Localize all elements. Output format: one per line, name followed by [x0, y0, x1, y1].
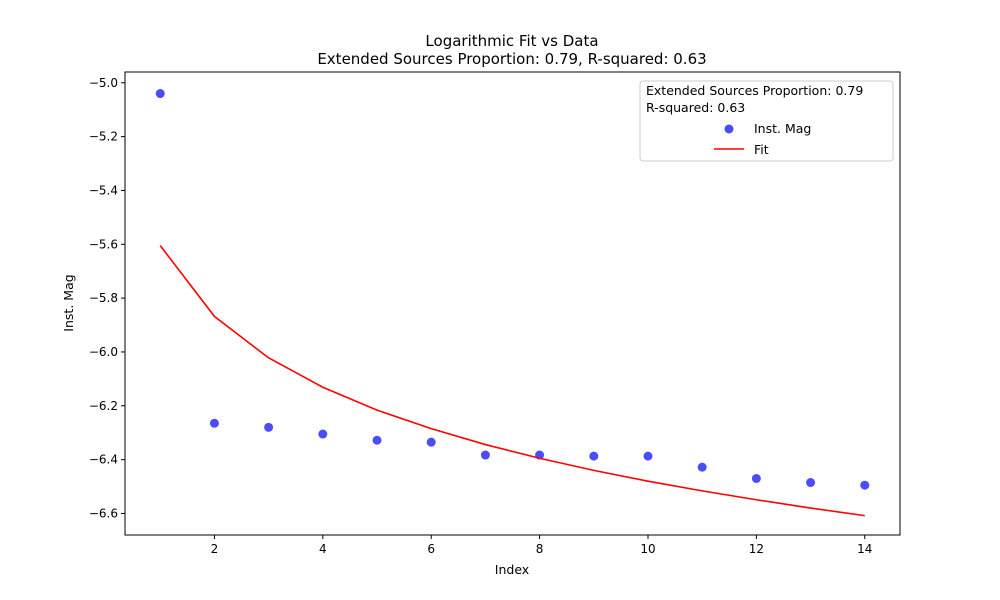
y-tick-label: −6.4 — [89, 453, 118, 467]
x-tick-label: 12 — [749, 542, 764, 556]
data-point — [589, 451, 599, 461]
legend-marker-inst-mag — [724, 124, 734, 134]
data-point — [860, 480, 870, 490]
data-point — [806, 478, 816, 488]
legend: Extended Sources Proportion: 0.79 R-squa… — [639, 80, 894, 162]
x-tick-label: 2 — [211, 542, 219, 556]
plot-area: 2 4 6 8 10 12 14 −5.0 −5.2 −5.4 −5.6 −5.8 −6.0 −6.2 −6… — [89, 76, 873, 556]
data-point — [209, 418, 219, 428]
x-tick-label: 14 — [857, 542, 872, 556]
data-point — [318, 429, 328, 439]
data-point — [697, 462, 707, 472]
y-axis-label: Inst. Mag — [61, 274, 76, 331]
plot-frame — [124, 71, 901, 536]
legend-label-fit: Fit — [754, 142, 769, 157]
y-tick-label: −5.4 — [89, 183, 118, 197]
data-point — [643, 451, 653, 461]
x-tick-label: 10 — [640, 542, 655, 556]
legend-header-line-1: Extended Sources Proportion: 0.79 — [646, 83, 863, 98]
data-point — [155, 89, 165, 99]
x-tick-label: 4 — [319, 542, 327, 556]
legend-box — [639, 80, 894, 162]
chart-title: Logarithmic Fit vs Data — [425, 32, 598, 50]
y-tick-label: −5.6 — [89, 237, 118, 251]
chart-subtitle: Extended Sources Proportion: 0.79, R-squ… — [317, 50, 706, 68]
y-tick-label: −5.0 — [89, 76, 118, 90]
legend-header-line-2: R-squared: 0.63 — [646, 100, 745, 115]
data-point — [264, 422, 274, 432]
data-point — [751, 473, 761, 483]
x-axis-label: Index — [495, 562, 529, 577]
data-point — [426, 437, 436, 447]
y-tick-label: −5.8 — [89, 291, 118, 305]
data-point — [372, 435, 382, 445]
y-tick-label: −6.6 — [89, 506, 118, 520]
x-tick-label: 6 — [427, 542, 435, 556]
y-tick-label: −6.0 — [89, 345, 118, 359]
y-tick-label: −6.2 — [89, 399, 118, 413]
data-point — [480, 450, 490, 460]
x-tick-label: 8 — [536, 542, 544, 556]
y-tick-label: −5.2 — [89, 130, 118, 144]
fit-line — [159, 245, 865, 517]
legend-label-inst-mag: Inst. Mag — [754, 121, 811, 136]
